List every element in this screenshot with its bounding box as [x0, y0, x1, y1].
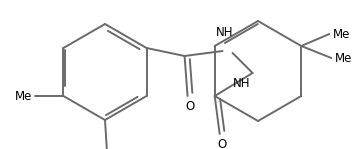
Text: O: O [217, 138, 226, 149]
Text: Me: Me [333, 28, 351, 41]
Text: Me: Me [15, 90, 33, 103]
Text: NH: NH [216, 26, 233, 39]
Text: NH: NH [233, 77, 251, 90]
Text: Me: Me [335, 52, 353, 65]
Text: O: O [185, 100, 194, 113]
